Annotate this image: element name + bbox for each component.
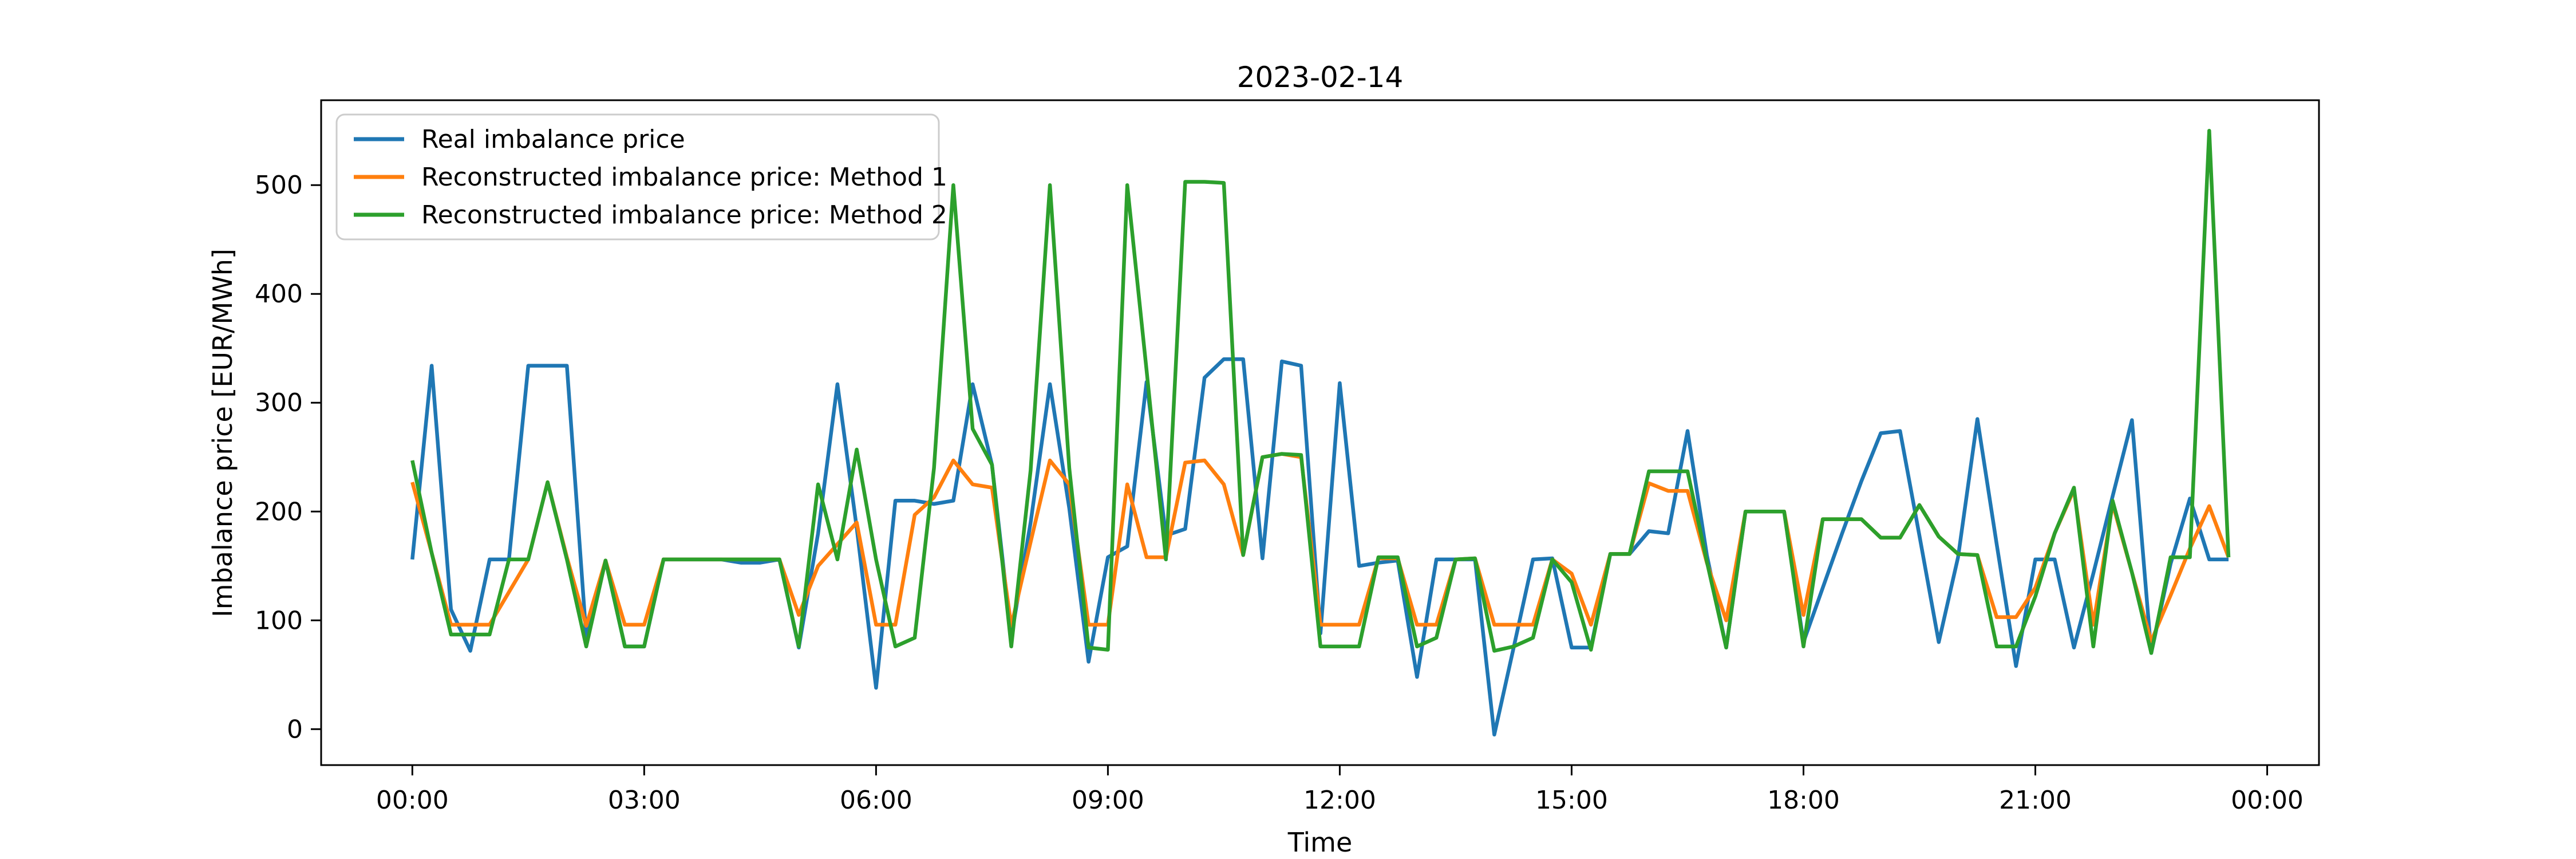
y-tick-label: 500 [255, 171, 303, 200]
y-tick-label: 100 [255, 606, 303, 635]
axes-spines [320, 99, 2320, 766]
plot-area: 0 100 200 300 400 500 00:00 03:00 06:00 09:00 12:0… [255, 99, 2320, 815]
x-tick-label: 06:00 [840, 786, 912, 815]
x-tick-label: 15:00 [1535, 786, 1608, 815]
legend-label: Reconstructed imbalance price: Method 1 [421, 163, 947, 192]
y-tick-label: 200 [255, 497, 303, 526]
legend-label: Reconstructed imbalance price: Method 2 [421, 200, 947, 230]
x-tick-label: 00:00 [2231, 786, 2304, 815]
x-tick-label: 03:00 [608, 786, 681, 815]
legend-box [335, 113, 940, 241]
x-tick-label: 00:00 [376, 786, 449, 815]
y-tick-label: 400 [255, 279, 303, 309]
legend-label: Real imbalance price [421, 125, 685, 154]
x-tick-label: 09:00 [1072, 786, 1144, 815]
series-line-3 [410, 128, 2231, 655]
x-axis-label: Time [1287, 827, 1353, 858]
series-line-2 [410, 452, 2231, 643]
x-tick-label: 18:00 [1767, 786, 1840, 815]
y-tick-label: 300 [255, 388, 303, 417]
y-tick-label: 0 [287, 715, 303, 744]
y-axis-label: Imbalance price [EUR/MWh] [207, 249, 238, 617]
x-tick-label: 12:00 [1303, 786, 1376, 815]
x-tick-label: 21:00 [1999, 786, 2072, 815]
chart-title: 2023-02-14 [1237, 61, 1404, 94]
series-line-1 [410, 357, 2229, 737]
